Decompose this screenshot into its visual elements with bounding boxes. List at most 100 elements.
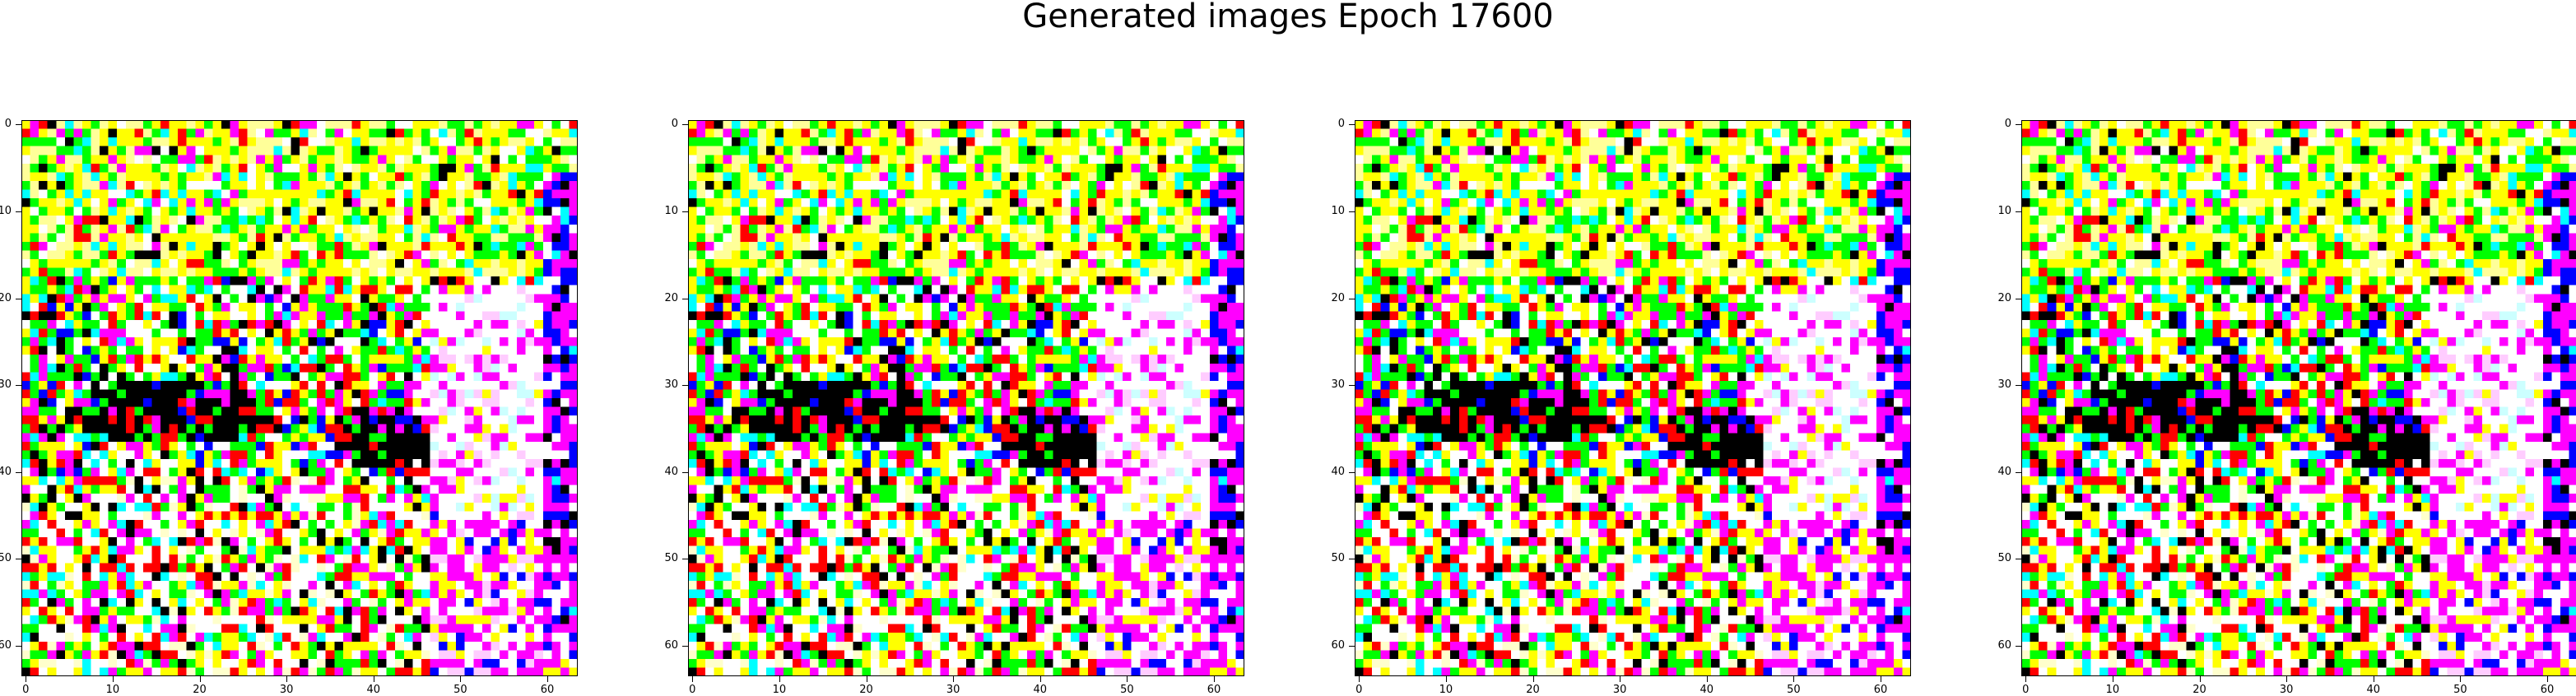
x-tick-label: 10 — [773, 684, 787, 696]
x-tick-label: 20 — [859, 684, 873, 696]
y-tick — [16, 385, 21, 386]
x-tick — [547, 676, 548, 682]
x-tick-label: 50 — [1787, 684, 1801, 696]
x-tick — [2286, 676, 2287, 682]
x-tick — [2200, 676, 2201, 682]
y-tick — [16, 472, 21, 473]
y-tick-label: 50 — [664, 553, 678, 564]
y-tick — [2016, 472, 2021, 473]
x-tick-label: 30 — [2280, 684, 2294, 696]
y-tick-label: 30 — [1331, 379, 1345, 391]
y-tick — [1349, 211, 1355, 212]
y-tick — [1349, 124, 1355, 125]
y-tick-label: 30 — [1997, 379, 2011, 391]
x-tick-label: 50 — [2453, 684, 2467, 696]
x-tick — [1446, 676, 1447, 682]
x-tick-label: 60 — [1207, 684, 1221, 696]
x-tick — [286, 676, 287, 682]
y-tick-label: 20 — [0, 293, 12, 304]
x-tick-label: 20 — [193, 684, 207, 696]
y-tick — [2016, 385, 2021, 386]
y-tick — [682, 385, 688, 386]
y-tick-label: 10 — [1331, 206, 1345, 217]
y-tick-label: 0 — [672, 118, 678, 130]
x-tick-label: 40 — [2367, 684, 2381, 696]
axes-frame — [2021, 120, 2576, 676]
y-tick-label: 0 — [1338, 118, 1345, 130]
x-tick-label: 0 — [1355, 684, 1362, 696]
x-tick-label: 20 — [2192, 684, 2206, 696]
x-tick-label: 20 — [1526, 684, 1540, 696]
x-tick — [2025, 676, 2026, 682]
y-tick-label: 60 — [1997, 640, 2011, 652]
y-tick-label: 40 — [664, 466, 678, 478]
y-tick — [682, 472, 688, 473]
y-tick-label: 10 — [0, 206, 12, 217]
x-tick-label: 40 — [1700, 684, 1714, 696]
x-tick — [113, 676, 114, 682]
x-tick-label: 10 — [2106, 684, 2120, 696]
x-tick — [1127, 676, 1128, 682]
x-tick-label: 60 — [2541, 684, 2555, 696]
y-tick — [1349, 385, 1355, 386]
x-tick — [1707, 676, 1708, 682]
y-tick — [2016, 646, 2021, 647]
x-tick-label: 50 — [1120, 684, 1134, 696]
x-tick — [1214, 676, 1215, 682]
axes-frame — [21, 120, 578, 676]
y-tick-label: 0 — [5, 118, 12, 130]
y-tick-label: 30 — [0, 379, 12, 391]
x-tick — [460, 676, 461, 682]
y-tick-label: 40 — [0, 466, 12, 478]
image-panel-3: 0 10 20 30 40 50 60 0 10 20 30 40 50 60 — [1355, 120, 1911, 676]
x-tick — [2460, 676, 2461, 682]
y-tick — [16, 646, 21, 647]
x-tick-label: 10 — [1439, 684, 1453, 696]
y-tick-label: 20 — [1997, 293, 2011, 304]
image-panel-4: 0 10 20 30 40 50 60 0 10 20 30 40 50 60 — [2021, 120, 2576, 676]
x-tick — [1533, 676, 1534, 682]
x-tick — [692, 676, 693, 682]
y-tick — [2016, 124, 2021, 125]
x-tick-label: 40 — [1034, 684, 1048, 696]
x-tick — [1359, 676, 1360, 682]
x-tick-label: 0 — [2022, 684, 2029, 696]
axes-frame — [1355, 120, 1911, 676]
x-tick — [2547, 676, 2548, 682]
y-tick — [1349, 472, 1355, 473]
y-tick-label: 50 — [1331, 553, 1345, 564]
y-tick-label: 30 — [664, 379, 678, 391]
y-tick-label: 60 — [664, 640, 678, 652]
y-tick-label: 40 — [1997, 466, 2011, 478]
y-tick-label: 20 — [1331, 293, 1345, 304]
y-tick — [1349, 646, 1355, 647]
x-tick-label: 0 — [22, 684, 29, 696]
y-tick — [682, 211, 688, 212]
y-tick — [682, 646, 688, 647]
x-tick — [1793, 676, 1794, 682]
y-tick-label: 10 — [664, 206, 678, 217]
y-tick-label: 50 — [1997, 553, 2011, 564]
x-tick-label: 30 — [280, 684, 294, 696]
y-tick — [16, 211, 21, 212]
image-panel-2: 0 10 20 30 40 50 60 0 10 20 30 40 50 60 — [688, 120, 1244, 676]
y-tick-label: 20 — [664, 293, 678, 304]
y-tick-label: 0 — [2005, 118, 2011, 130]
y-tick-label: 60 — [1331, 640, 1345, 652]
x-tick-label: 10 — [106, 684, 120, 696]
y-tick-label: 50 — [0, 553, 12, 564]
x-tick-label: 60 — [541, 684, 555, 696]
x-tick — [779, 676, 780, 682]
axes-frame — [688, 120, 1244, 676]
x-tick — [200, 676, 201, 682]
y-tick — [16, 124, 21, 125]
y-tick-label: 40 — [1331, 466, 1345, 478]
x-tick — [953, 676, 954, 682]
x-tick-label: 50 — [453, 684, 467, 696]
x-tick-label: 30 — [946, 684, 960, 696]
y-tick-label: 10 — [1997, 206, 2011, 217]
x-tick-label: 0 — [689, 684, 695, 696]
x-tick-label: 40 — [367, 684, 381, 696]
y-tick — [2016, 211, 2021, 212]
image-panel-1: 0 10 20 30 40 50 60 0 10 20 30 40 50 60 — [21, 120, 578, 676]
